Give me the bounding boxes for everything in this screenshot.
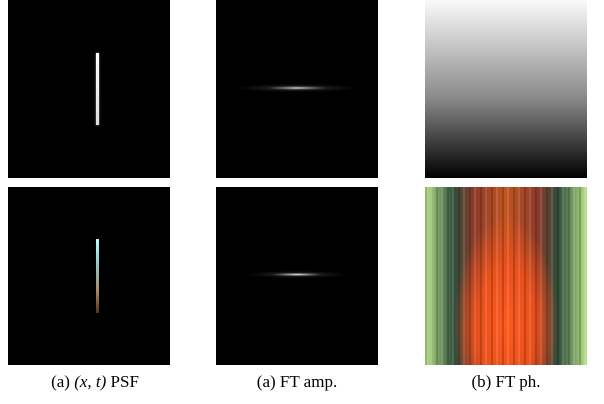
ft-amplitude-color-image [216,187,378,365]
ft-phase-image [425,0,587,178]
caption-part: (a) [51,372,70,391]
caption-part: (x, t) [74,372,107,391]
ft-amplitude-image [216,0,378,178]
caption-part: PSF [110,372,139,391]
psf-color-image [8,187,170,365]
caption: (b) FT ph. [471,372,541,391]
ft-phase-color-image [425,187,587,365]
caption: (a) (x, t) PSF [0,372,190,392]
caption: (a) FT amp. [256,372,338,391]
psf-image [8,0,170,178]
